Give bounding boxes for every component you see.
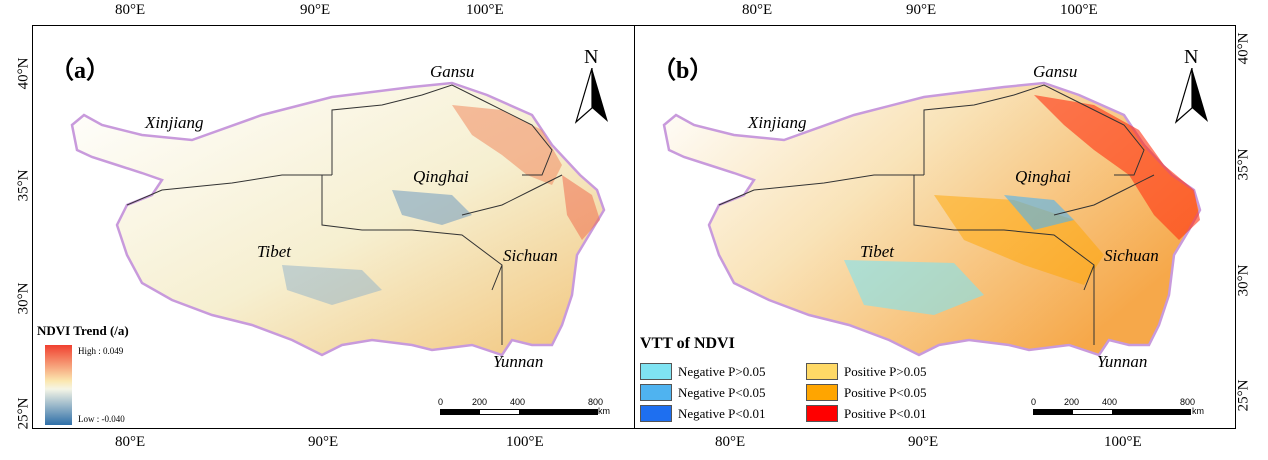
boundary-xinjiang-tibet (126, 174, 332, 206)
ndvi-legend-title: NDVI Trend (/a) (37, 323, 129, 338)
legend-swatch (806, 363, 838, 380)
lon-label-bottom-right-80: 80°E (715, 434, 746, 450)
lon-label-top-left-80: 80°E (115, 2, 146, 18)
scalebar-label-400: 400 (1102, 397, 1118, 407)
legend-swatch (640, 363, 672, 380)
lat-label-right-35: 35°N (1235, 148, 1252, 181)
province-label-yunnan: Yunnan (1097, 352, 1148, 371)
lon-label-top-left-100: 100°E (466, 2, 504, 18)
trend-low-patch-tibet (282, 265, 382, 305)
boundary-qinghai-gansu (331, 84, 553, 176)
scalebar-label-0: 0 (438, 397, 444, 407)
panel-b-map (662, 81, 1202, 357)
lon-label-bottom-left-100: 100°E (506, 434, 544, 450)
legend-swatch (806, 384, 838, 401)
trend-high-patch (452, 105, 562, 185)
scalebar (440, 409, 598, 415)
vtt-negative-patch-tibet (844, 260, 984, 315)
scalebar-label-400: 400 (510, 397, 526, 407)
ndvi-legend-low: Low : -0.040 (78, 414, 125, 424)
plateau-outline (70, 81, 606, 357)
province-label-gansu: Gansu (430, 62, 475, 81)
province-label-gansu: Gansu (1033, 62, 1078, 81)
province-label-qinghai: Qinghai (413, 167, 469, 186)
lat-label-right-40: 40°N (1235, 32, 1252, 65)
province-label-sichuan: Sichuan (1104, 246, 1159, 265)
vtt-legend-item: Negative P<0.01 (640, 405, 765, 422)
lat-label-left-25: 25°N (15, 397, 32, 430)
scalebar-label-200: 200 (1064, 397, 1080, 407)
vtt-legend-item: Negative P<0.05 (640, 384, 765, 401)
lon-label-bottom-left-80: 80°E (115, 434, 146, 450)
scalebar-label-800: 800 (588, 397, 604, 407)
panel-b-label: （b） (652, 58, 714, 84)
north-label: N (584, 46, 599, 68)
lon-label-bottom-right-90: 90°E (908, 434, 939, 450)
plateau-outline (662, 81, 1202, 357)
vtt-legend-label: Positive P>0.05 (844, 363, 927, 379)
boundary-xinjiang-tibet (718, 174, 924, 206)
province-label-xinjiang: Xinjiang (748, 113, 807, 132)
lat-label-left-35: 35°N (15, 169, 32, 202)
trend-high-patch-east (562, 175, 600, 240)
panel-a-label: （a） (50, 58, 110, 84)
lat-label-right-30: 30°N (1235, 264, 1252, 297)
province-label-sichuan: Sichuan (503, 246, 558, 265)
north-arrow-icon (574, 68, 608, 124)
scalebar (1033, 409, 1191, 415)
vtt-negative-patch-qinghai (1004, 195, 1074, 230)
province-label-qinghai: Qinghai (1015, 167, 1071, 186)
vtt-legend-title: VTT of NDVI (640, 335, 735, 352)
lat-label-left-40: 40°N (15, 57, 32, 90)
boundary-qinghai-gansu (923, 84, 1145, 176)
province-label-xinjiang: Xinjiang (145, 113, 204, 132)
vtt-legend-item: Positive P<0.05 (806, 384, 926, 401)
vtt-legend-label: Positive P<0.05 (844, 384, 927, 400)
vtt-positive-strong-patch (1034, 95, 1200, 240)
lon-label-top-right-100: 100°E (1060, 2, 1098, 18)
ndvi-gradient-bar (45, 345, 72, 425)
north-arrow-icon (1174, 68, 1208, 124)
vtt-legend-item: Negative P>0.05 (640, 363, 765, 380)
north-label: N (1184, 46, 1199, 68)
scalebar-unit: km (598, 406, 610, 416)
vtt-legend-label: Positive P<0.01 (844, 405, 927, 421)
scalebar-unit: km (1192, 406, 1204, 416)
ndvi-legend-high: High : 0.049 (78, 346, 124, 356)
boundary-sichuan (1053, 174, 1155, 345)
scalebar-label-800: 800 (1180, 397, 1196, 407)
vtt-legend-item: Positive P>0.05 (806, 363, 926, 380)
lat-label-left-30: 30°N (15, 282, 32, 315)
vtt-legend-label: Negative P<0.05 (678, 384, 766, 400)
legend-swatch (806, 405, 838, 422)
province-label-yunnan: Yunnan (493, 352, 544, 371)
lon-label-top-left-90: 90°E (300, 2, 331, 18)
lon-label-bottom-left-90: 90°E (308, 434, 339, 450)
province-label-tibet: Tibet (860, 242, 895, 261)
lon-label-top-right-90: 90°E (906, 2, 937, 18)
lat-label-right-25: 25°N (1235, 379, 1252, 412)
legend-swatch (640, 405, 672, 422)
panel-a-map (70, 81, 606, 357)
province-label-tibet: Tibet (257, 242, 292, 261)
vtt-legend-label: Negative P<0.01 (678, 405, 766, 421)
vtt-legend-item: Positive P<0.01 (806, 405, 926, 422)
scalebar-label-200: 200 (472, 397, 488, 407)
scalebar-label-0: 0 (1031, 397, 1037, 407)
trend-low-patch-qinghai (392, 190, 472, 225)
lon-label-bottom-right-100: 100°E (1104, 434, 1142, 450)
lon-label-top-right-80: 80°E (742, 2, 773, 18)
boundary-sichuan (461, 174, 563, 345)
vtt-legend-label: Negative P>0.05 (678, 363, 766, 379)
legend-swatch (640, 384, 672, 401)
